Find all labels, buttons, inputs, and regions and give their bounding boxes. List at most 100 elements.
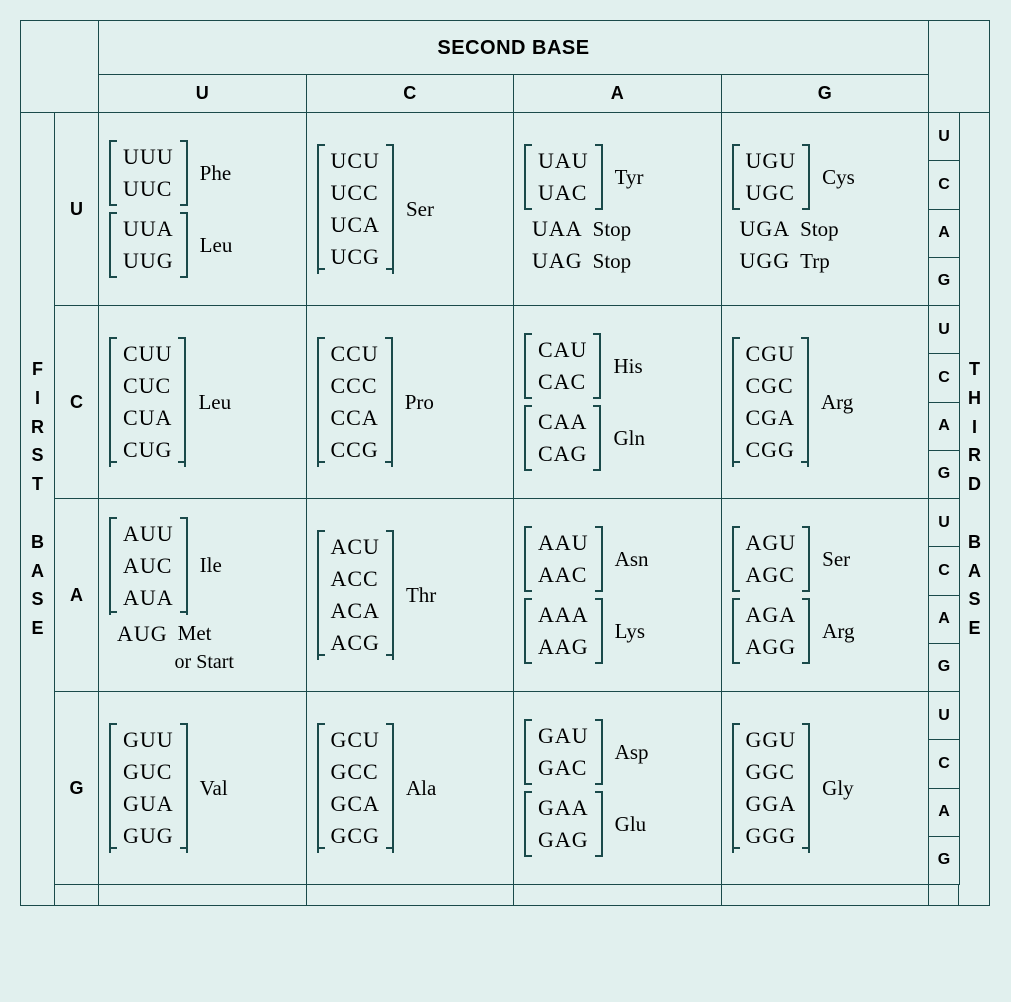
table-body: FIRSTBASE U C A G UUUUUCPheUUAUUGLeuUCUU…: [21, 113, 989, 885]
codon: AUA: [123, 585, 174, 611]
codon: GUG: [123, 823, 174, 849]
codon: ACG: [331, 630, 380, 656]
cell-GU: GUUGUCGUAGUGVal: [99, 692, 307, 884]
codon: CCU: [331, 341, 379, 367]
second-base-columns: U C A G: [99, 74, 928, 112]
cell-CG: CGU CGC CGA CGG Arg: [722, 306, 930, 498]
col-header-U: U: [99, 75, 307, 112]
cell-AU: AUUAUCAUAIleAUGMetor Start: [99, 499, 307, 691]
grid-row-G: GUUGUCGUAGUGValGCUGCCGCAGCGAlaGAUGACAspG…: [99, 692, 929, 885]
codon: GCC: [331, 759, 380, 785]
third-base-G: G: [929, 837, 959, 885]
codon: GCG: [331, 823, 380, 849]
codon: CAG: [538, 441, 587, 467]
amino-acid-label: Gln: [613, 426, 645, 451]
codon: GGC: [746, 759, 797, 785]
codon-table: SECOND BASE U C A G FIRSTBASE U C A G UU…: [20, 20, 990, 906]
third-base-G: G: [929, 258, 959, 306]
amino-acid-label: Glu: [615, 812, 647, 837]
cell-AG: AGUAGCSerAGAAGGArg: [722, 499, 930, 691]
amino-acid-label: Stop: [593, 249, 632, 274]
codon: UGU: [746, 148, 797, 174]
cell-UA: UAUUACTyrUAAStopUAGStop: [514, 113, 722, 305]
cell-GA: GAUGACAspGAAGAGGlu: [514, 692, 722, 884]
col-header-G: G: [722, 75, 929, 112]
amino-acid-label: Val: [200, 776, 228, 801]
corner-blank-right: [929, 21, 989, 113]
codon: UCC: [331, 180, 380, 206]
codon: AAA: [538, 602, 589, 628]
amino-acid-label: Asp: [615, 740, 649, 765]
amino-acid-label: Cys: [822, 165, 855, 190]
cell-AC: ACUACCACAACGThr: [307, 499, 515, 691]
third-base-U: U: [929, 306, 959, 354]
col-header-A: A: [514, 75, 722, 112]
amino-acid-label: Trp: [800, 249, 830, 274]
first-base-title: FIRSTBASE: [31, 355, 44, 643]
codon: CUC: [123, 373, 172, 399]
amino-acid-label: Ser: [822, 547, 850, 572]
codon: CGC: [746, 373, 795, 399]
amino-acid-label: Leu: [198, 390, 231, 415]
codon: AUC: [123, 553, 174, 579]
codon: CCG: [331, 437, 379, 463]
amino-acid-label: Leu: [200, 233, 233, 258]
third-base-U: U: [929, 113, 959, 161]
amino-acid-label: Stop: [800, 217, 839, 242]
cell-GC: GCUGCCGCAGCGAla: [307, 692, 515, 884]
codon: GUU: [123, 727, 174, 753]
first-base-row-headers: U C A G: [55, 113, 99, 885]
col-header-C: C: [307, 75, 515, 112]
codon: AGU: [746, 530, 797, 556]
codon: UCU: [331, 148, 380, 174]
amino-acid-sublabel: or Start: [109, 651, 300, 674]
codon: UAG: [532, 248, 583, 274]
codon: GAG: [538, 827, 589, 853]
amino-acid-label: Tyr: [615, 165, 644, 190]
third-base-C: C: [929, 547, 959, 595]
third-base-row-headers: UCAGUCAGUCAGUCAG: [929, 113, 959, 885]
cell-CA: CAUCACHisCAACAGGln: [514, 306, 722, 498]
amino-acid-label: Arg: [822, 619, 854, 644]
codon: ACA: [331, 598, 380, 624]
amino-acid-label: Stop: [593, 217, 632, 242]
third-base-U: U: [929, 499, 959, 547]
codon: ACC: [331, 566, 380, 592]
row-header-C: C: [55, 306, 99, 499]
third-base-title: THIRDBASE: [968, 355, 981, 643]
codon: UUC: [123, 176, 174, 202]
codon: CUG: [123, 437, 172, 463]
third-base-A: A: [929, 789, 959, 837]
codon: GUC: [123, 759, 174, 785]
third-base-C: C: [929, 161, 959, 209]
cell-GG: GGUGGCGGAGGGGly: [722, 692, 930, 884]
codon: UUG: [123, 248, 174, 274]
third-base-G: G: [929, 644, 959, 692]
codon: AGA: [746, 602, 797, 628]
footer-row: [21, 885, 989, 905]
codon: AGG: [746, 634, 797, 660]
third-base-C: C: [929, 354, 959, 402]
codon: GCA: [331, 791, 380, 817]
codon: CUU: [123, 341, 172, 367]
amino-acid-label: Gly: [822, 776, 854, 801]
codon: UAC: [538, 180, 589, 206]
codon: AUU: [123, 521, 174, 547]
codon: AAU: [538, 530, 589, 556]
grid-row-A: AUUAUCAUAIleAUGMetor StartACUACCACAACGTh…: [99, 499, 929, 692]
codon: CGU: [746, 341, 795, 367]
amino-acid-label: Asn: [615, 547, 649, 572]
codon: CGA: [746, 405, 795, 431]
codon: CAA: [538, 409, 587, 435]
amino-acid-label: Phe: [200, 161, 232, 186]
codon: CGG: [746, 437, 795, 463]
codon: ACU: [331, 534, 380, 560]
codon: GAC: [538, 755, 589, 781]
codon: UCG: [331, 244, 380, 270]
cell-CC: CCUCCCCCACCGPro: [307, 306, 515, 498]
row-header-G: G: [55, 692, 99, 885]
amino-acid-label: Lys: [615, 619, 645, 644]
amino-acid-label: Arg: [821, 390, 853, 415]
codon: AUG: [117, 621, 168, 647]
header-row: SECOND BASE U C A G: [21, 21, 989, 113]
